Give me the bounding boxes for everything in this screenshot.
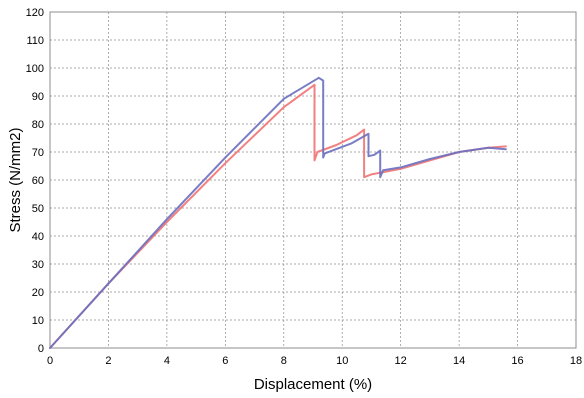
y-axis-ticks: 0 10 20 30 40 50 60 70 80 90 100 110 120 (26, 7, 44, 355)
data-series (49, 76, 507, 349)
y-tick-label: 120 (26, 7, 44, 19)
x-axis-title: Displacement (%) (254, 376, 372, 393)
y-tick-label: 90 (32, 91, 44, 103)
gridlines (50, 12, 576, 348)
y-tick-label: 0 (38, 343, 44, 355)
y-tick-label: 110 (26, 35, 44, 47)
y-tick-label: 30 (32, 259, 44, 271)
x-tick-label: 6 (222, 355, 228, 367)
series-line-1 (49, 83, 507, 349)
plot-area (49, 11, 577, 349)
x-tick-label: 0 (47, 355, 53, 367)
y-tick-label: 100 (26, 63, 44, 75)
x-tick-label: 8 (281, 355, 287, 367)
x-tick-label: 4 (164, 355, 170, 367)
x-tick-label: 2 (105, 355, 111, 367)
x-tick-label: 10 (336, 355, 348, 367)
x-axis-ticks: 0 2 4 6 8 10 12 14 16 18 (47, 355, 582, 367)
y-axis-title: Stress (N/mm2) (7, 127, 24, 232)
x-tick-label: 14 (453, 355, 465, 367)
series-line-2 (49, 76, 507, 349)
y-tick-label: 10 (32, 315, 44, 327)
y-tick-label: 50 (32, 203, 44, 215)
y-tick-label: 80 (32, 119, 44, 131)
x-tick-label: 16 (511, 355, 523, 367)
y-tick-label: 40 (32, 231, 44, 243)
y-tick-label: 20 (32, 287, 44, 299)
y-tick-label: 60 (32, 175, 44, 187)
x-tick-label: 12 (395, 355, 407, 367)
y-tick-label: 70 (32, 147, 44, 159)
x-tick-label: 18 (570, 355, 582, 367)
